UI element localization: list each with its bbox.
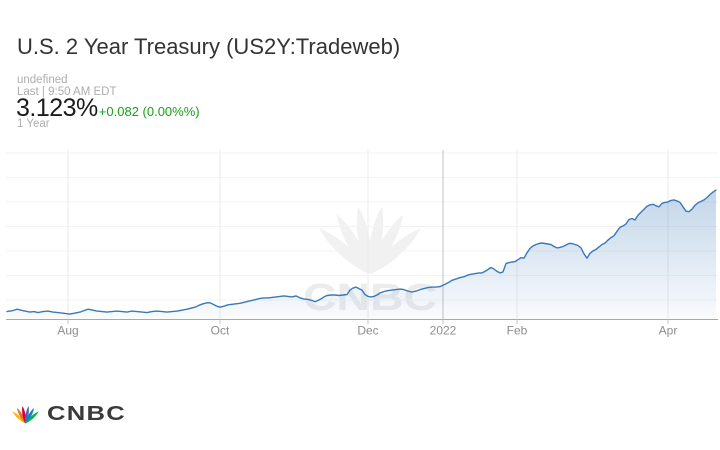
feather-yellow: [12, 411, 26, 424]
feather-purple: [25, 405, 29, 424]
x-axis-label: 2022: [430, 324, 457, 338]
range-label: 1 Year: [17, 118, 50, 130]
price-chart[interactable]: Aug Oct Dec 2022 Feb Apr: [0, 145, 720, 350]
x-axis-label: Dec: [357, 324, 378, 338]
last-price: 3.123%: [16, 94, 98, 122]
feather-blue: [25, 407, 35, 424]
x-axis-label: Aug: [57, 324, 78, 338]
feather-green: [25, 411, 39, 424]
x-axis-label: Feb: [507, 324, 528, 338]
feather-red: [22, 405, 26, 424]
area-fill: [7, 190, 716, 320]
x-axis-label: Oct: [211, 324, 230, 338]
quote-price-row: 3.123% +0.082 (0.00%%): [16, 96, 200, 121]
yield-line: [6, 189, 717, 315]
last-timestamp: Last | 9:50 AM EDT: [17, 86, 117, 98]
cnbc-logo-text: CNBC: [47, 403, 127, 425]
cnbc-logo: CNBC: [12, 402, 125, 426]
page-title: U.S. 2 Year Treasury (US2Y:Tradeweb): [17, 34, 401, 59]
peacock-icon: [12, 405, 39, 424]
series-sublabel: undefined: [17, 74, 68, 86]
x-axis-label: Apr: [659, 324, 678, 338]
price-change: +0.082 (0.00%%): [98, 104, 200, 119]
feather-orange: [16, 407, 26, 424]
